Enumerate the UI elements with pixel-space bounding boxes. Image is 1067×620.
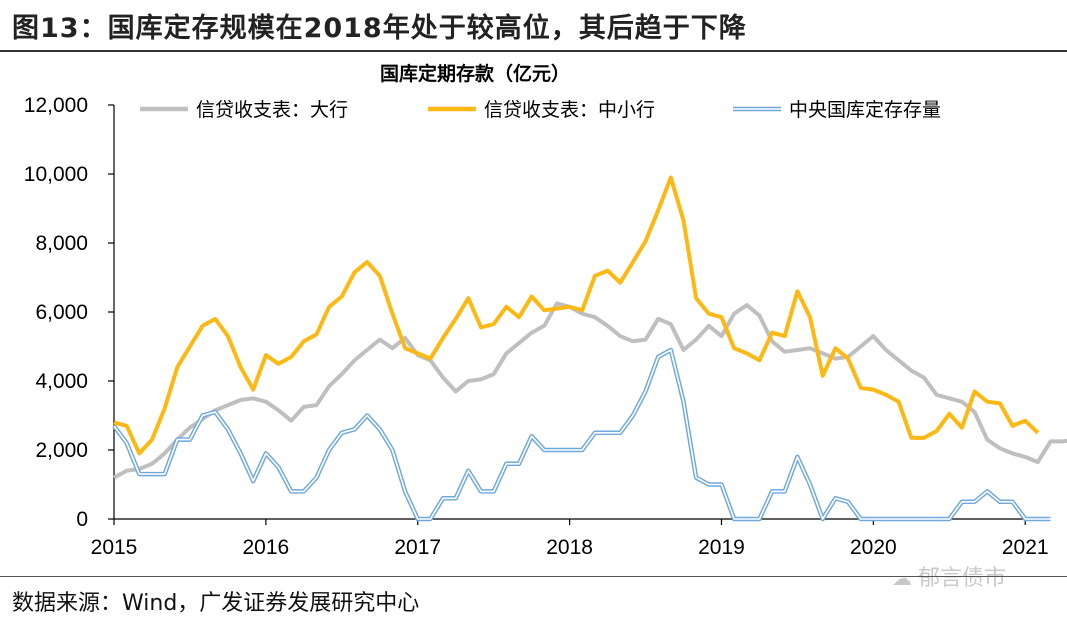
x-tick-label: 2021 bbox=[1002, 536, 1049, 559]
top-rule bbox=[0, 50, 1067, 52]
y-tick-label: 10,000 bbox=[24, 163, 88, 186]
x-tick-label: 2016 bbox=[243, 536, 290, 559]
x-tick-label: 2017 bbox=[394, 536, 441, 559]
series-2-line bbox=[113, 175, 1040, 456]
source-note: 数据来源：Wind，广发证券发展研究中心 bbox=[12, 591, 420, 616]
legend-series-2-label: 信贷收支表：中小行 bbox=[484, 99, 655, 121]
y-tick-label: 0 bbox=[76, 508, 88, 531]
figure-title: 图13：国库定存规模在2018年处于较高位，其后趋于下降 bbox=[12, 13, 747, 44]
chart-legend: 信贷收支表：大行 信贷收支表：中小行 中央国库定存存量 bbox=[140, 99, 941, 121]
bottom-rule bbox=[0, 576, 1067, 577]
y-tick-label: 2,000 bbox=[35, 439, 88, 462]
series-1-line bbox=[113, 301, 1067, 480]
chart-series bbox=[112, 175, 1067, 522]
x-tick-label: 2019 bbox=[698, 536, 745, 559]
x-tick-label: 2015 bbox=[91, 536, 138, 559]
x-tick-label: 2018 bbox=[546, 536, 593, 559]
y-tick-label: 12,000 bbox=[24, 94, 88, 117]
y-tick-label: 6,000 bbox=[35, 301, 88, 324]
y-tick-label: 4,000 bbox=[35, 370, 88, 393]
x-tick-label: 2020 bbox=[850, 536, 897, 559]
legend-series-1-label: 信贷收支表：大行 bbox=[196, 99, 348, 121]
watermark-text: 郁言债市 bbox=[918, 566, 1007, 591]
chart-axes: 0 2,000 4,000 6,000 8,000 10,000 12,000 2015 201… bbox=[24, 94, 1049, 559]
y-tick-label: 8,000 bbox=[35, 232, 88, 255]
chart-title: 国库定期存款（亿元） bbox=[380, 62, 570, 85]
watermark: ☁ 郁言债市 bbox=[892, 560, 1006, 592]
wechat-icon: ☁ bbox=[892, 566, 912, 590]
legend-series-3-label: 中央国库定存存量 bbox=[789, 99, 941, 121]
series-3-line-inner bbox=[113, 349, 1051, 520]
